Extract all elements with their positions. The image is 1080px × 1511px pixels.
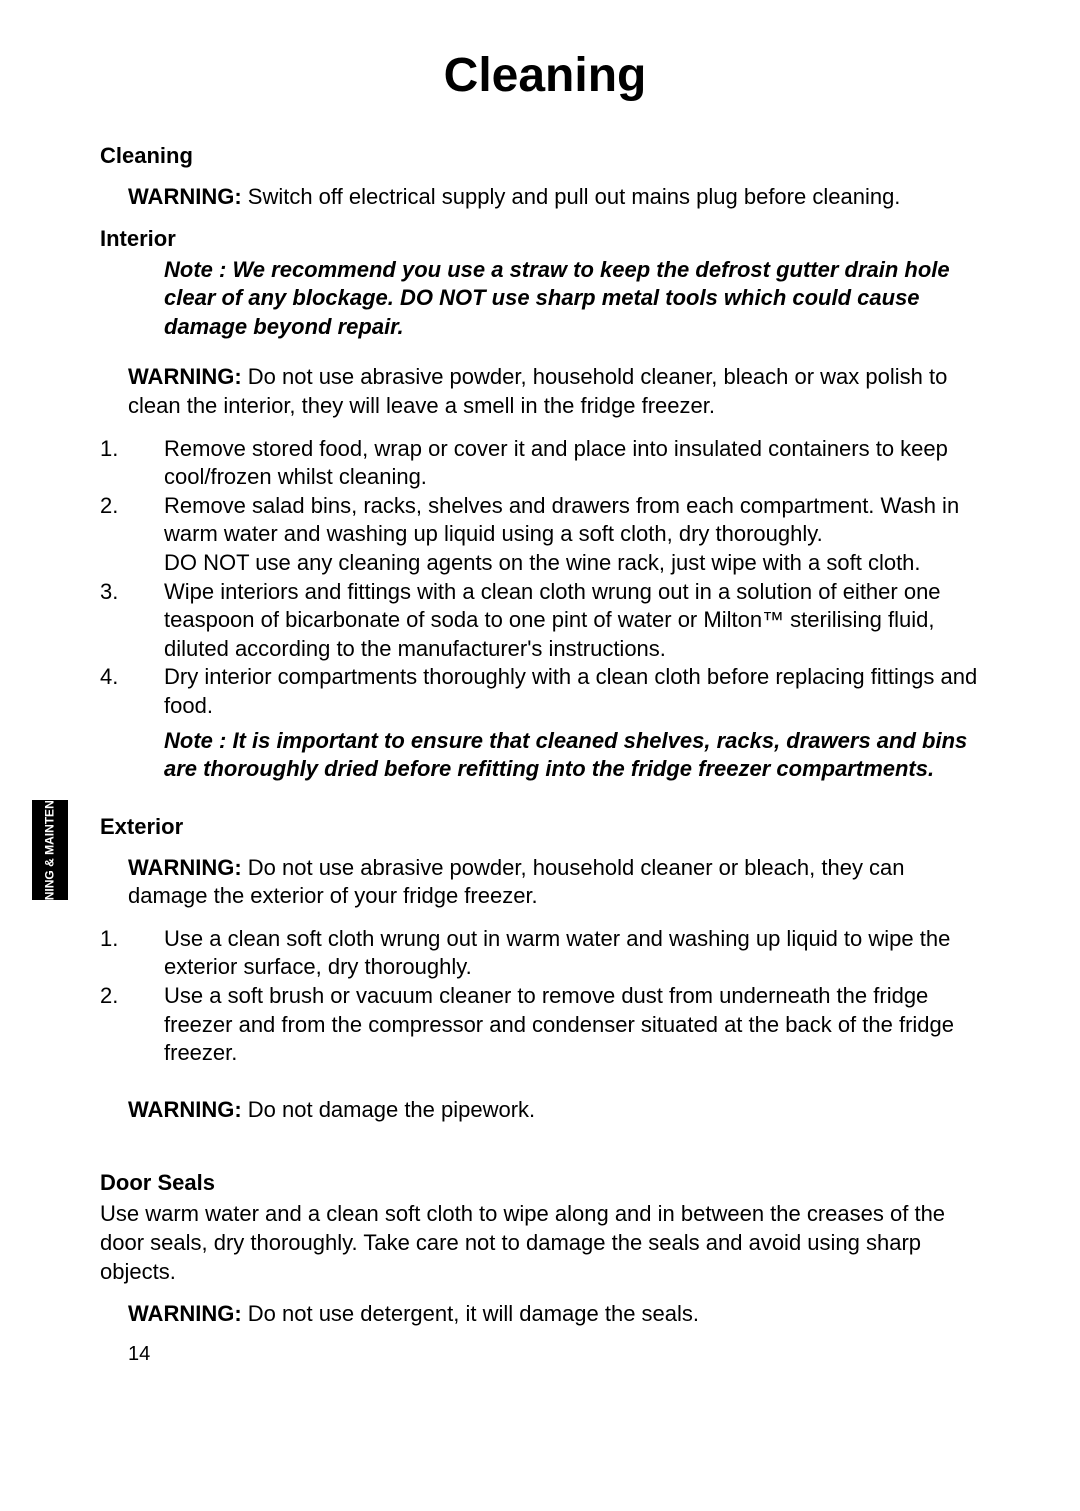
list-item-text: Use a clean soft cloth wrung out in warm… xyxy=(164,925,990,982)
interior-note-2: Note : It is important to ensure that cl… xyxy=(164,727,990,784)
list-item-text: Use a soft brush or vacuum cleaner to re… xyxy=(164,982,990,1068)
warning-text: Switch off electrical supply and pull ou… xyxy=(242,184,901,209)
warning-label: WARNING: xyxy=(128,1097,242,1122)
list-item: Dry interior compartments thoroughly wit… xyxy=(100,663,990,720)
warning-text: Do not use abrasive powder, household cl… xyxy=(128,364,947,418)
exterior-warning-2: WARNING: Do not damage the pipework. xyxy=(128,1096,990,1125)
list-item: Use a clean soft cloth wrung out in warm… xyxy=(100,925,990,982)
section-heading-door-seals: Door Seals xyxy=(100,1170,990,1196)
warning-text: Do not use detergent, it will damage the… xyxy=(242,1301,699,1326)
interior-note: Note : We recommend you use a straw to k… xyxy=(164,256,990,342)
section-heading-exterior: Exterior xyxy=(100,814,990,840)
list-item: Remove stored food, wrap or cover it and… xyxy=(100,435,990,492)
list-item: Wipe interiors and fittings with a clean… xyxy=(100,578,990,664)
list-item-text: Remove stored food, wrap or cover it and… xyxy=(164,435,990,492)
door-seals-body: Use warm water and a clean soft cloth to… xyxy=(100,1200,990,1286)
warning-label: WARNING: xyxy=(128,1301,242,1326)
section-side-tab: CLEANING & MAINTENANCE xyxy=(32,800,68,900)
interior-warning: WARNING: Do not use abrasive powder, hou… xyxy=(128,363,990,420)
list-item-text: Remove salad bins, racks, shelves and dr… xyxy=(164,492,990,578)
warning-text: Do not damage the pipework. xyxy=(242,1097,536,1122)
list-item: Remove salad bins, racks, shelves and dr… xyxy=(100,492,990,578)
section-heading-cleaning: Cleaning xyxy=(100,143,990,169)
page-number: 14 xyxy=(128,1343,990,1366)
list-item-text: Wipe interiors and fittings with a clean… xyxy=(164,578,990,664)
side-tab-label: CLEANING & MAINTENANCE xyxy=(43,767,56,934)
door-seals-warning: WARNING: Do not use detergent, it will d… xyxy=(128,1300,990,1329)
warning-text: Do not use abrasive powder, household cl… xyxy=(128,855,905,909)
list-item: Use a soft brush or vacuum cleaner to re… xyxy=(100,982,990,1068)
warning-label: WARNING: xyxy=(128,364,242,389)
exterior-steps-list: Use a clean soft cloth wrung out in warm… xyxy=(100,925,990,1068)
manual-page: CLEANING & MAINTENANCE Cleaning Cleaning… xyxy=(0,0,1080,1511)
warning-label: WARNING: xyxy=(128,855,242,880)
list-item-text: Dry interior compartments thoroughly wit… xyxy=(164,663,990,720)
exterior-warning: WARNING: Do not use abrasive powder, hou… xyxy=(128,854,990,911)
cleaning-warning: WARNING: Switch off electrical supply an… xyxy=(128,183,990,212)
page-title: Cleaning xyxy=(100,48,990,103)
interior-steps-list: Remove stored food, wrap or cover it and… xyxy=(100,435,990,721)
section-heading-interior: Interior xyxy=(100,226,990,252)
warning-label: WARNING: xyxy=(128,184,242,209)
